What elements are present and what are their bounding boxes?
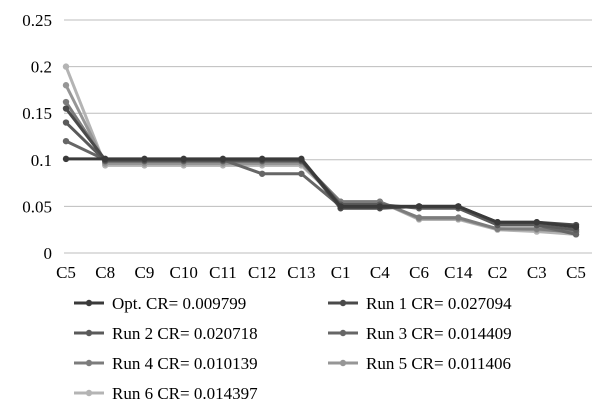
legend-label: Run 4 CR= 0.010139 xyxy=(112,354,258,373)
legend-swatch-marker xyxy=(85,359,93,367)
data-point xyxy=(376,203,384,210)
data-point xyxy=(62,82,70,89)
data-point xyxy=(180,155,187,163)
y-tick-label: 0.1 xyxy=(31,151,52,170)
legend-swatch-marker xyxy=(85,329,93,337)
x-tick-label: C8 xyxy=(95,263,115,282)
x-tick-label: C9 xyxy=(135,263,155,282)
legend-item: Run 1 CR= 0.027094 xyxy=(328,294,512,313)
legend-swatch-marker xyxy=(339,329,347,337)
legend-swatch-marker xyxy=(85,299,93,307)
legend-swatch-marker xyxy=(85,389,93,397)
x-tick-label: C12 xyxy=(248,263,276,282)
data-point xyxy=(102,155,109,163)
legend-swatch-marker xyxy=(339,359,347,367)
legend-label: Run 1 CR= 0.027094 xyxy=(366,294,512,313)
data-point xyxy=(455,203,462,210)
legend-swatch-marker xyxy=(339,299,347,307)
data-point xyxy=(62,119,70,126)
data-point xyxy=(415,214,423,221)
y-tick-label: 0 xyxy=(44,244,53,263)
legend-label: Run 6 CR= 0.014397 xyxy=(112,384,258,403)
gridlines xyxy=(64,19,592,254)
legend-label: Run 5 CR= 0.011406 xyxy=(366,354,511,373)
x-tick-label: C5 xyxy=(56,263,76,282)
x-tick-label: C6 xyxy=(409,263,429,282)
series-2 xyxy=(62,119,580,233)
data-point xyxy=(415,203,423,210)
x-tick-label: C13 xyxy=(287,263,315,282)
data-point xyxy=(62,105,70,112)
y-tick-label: 0.25 xyxy=(22,11,52,30)
legend-label: Opt. CR= 0.009799 xyxy=(112,294,246,313)
series-line xyxy=(64,157,578,229)
data-point xyxy=(298,170,305,177)
x-tick-label: C5 xyxy=(566,263,586,282)
series-6 xyxy=(62,63,580,238)
data-point xyxy=(258,170,266,177)
legend-item: Run 6 CR= 0.014397 xyxy=(74,384,258,403)
data-point xyxy=(494,219,501,226)
y-tick-label: 0.15 xyxy=(22,104,52,123)
data-point xyxy=(62,98,70,106)
data-point xyxy=(62,155,70,163)
series-0 xyxy=(62,155,580,231)
x-tick-label: C11 xyxy=(209,263,237,282)
data-point xyxy=(141,155,148,163)
data-point xyxy=(572,223,580,231)
x-axis-tick-labels: C5 C8 C9 C10 C11 C12 C13 C1 C4 C6 C14 C2 C3 C5 xyxy=(56,263,586,282)
x-tick-label: C4 xyxy=(370,263,390,282)
data-point xyxy=(219,155,227,163)
data-point xyxy=(62,63,70,70)
legend-item: Run 2 CR= 0.020718 xyxy=(74,324,258,343)
legend-item: Run 4 CR= 0.010139 xyxy=(74,354,258,373)
data-point xyxy=(455,214,462,221)
data-point xyxy=(298,155,305,163)
data-point xyxy=(337,203,344,210)
series-line xyxy=(64,121,578,232)
legend-label: Run 2 CR= 0.020718 xyxy=(112,324,258,343)
data-point xyxy=(258,155,266,163)
series-lines xyxy=(62,63,580,238)
x-tick-label: C3 xyxy=(527,263,547,282)
legend-item: Run 3 CR= 0.014409 xyxy=(328,324,512,343)
legend-label: Run 3 CR= 0.014409 xyxy=(366,324,512,343)
series-line xyxy=(64,65,578,236)
x-tick-label: C14 xyxy=(444,263,473,282)
x-tick-label: C2 xyxy=(488,263,508,282)
data-point xyxy=(533,219,540,226)
y-tick-label: 0.05 xyxy=(22,197,52,216)
series-4 xyxy=(62,98,580,236)
y-tick-label: 0.2 xyxy=(31,58,52,77)
x-tick-label: C10 xyxy=(170,263,198,282)
x-tick-label: C1 xyxy=(331,263,351,282)
y-axis-tick-labels: 0 0.05 0.1 0.15 0.2 0.25 xyxy=(22,11,52,263)
legend: Opt. CR= 0.009799 Run 1 CR= 0.027094 Run 2… xyxy=(74,294,512,403)
data-point xyxy=(572,231,580,238)
legend-item: Run 5 CR= 0.011406 xyxy=(328,354,511,373)
data-point xyxy=(62,137,70,145)
legend-item: Opt. CR= 0.009799 xyxy=(74,294,246,313)
